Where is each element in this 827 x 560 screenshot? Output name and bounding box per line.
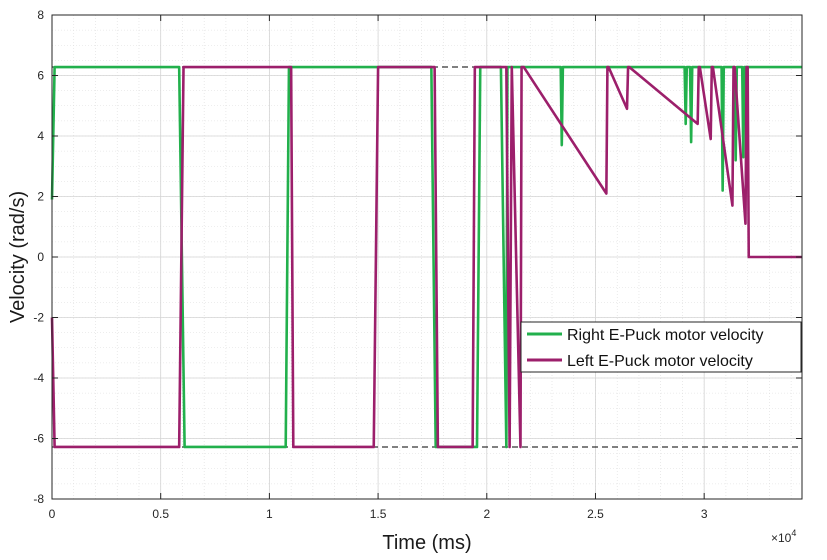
y-tick-label: -2 (33, 311, 44, 325)
y-tick-labels: -8 -6 -4 -2 0 2 4 6 8 (33, 8, 44, 506)
x-tick-label: 0 (49, 507, 56, 521)
y-tick-label: 8 (37, 8, 44, 22)
legend-box (520, 321, 802, 373)
x-tick-label: 1.5 (370, 507, 387, 521)
x-tick-label: 2.5 (587, 507, 604, 521)
legend: Right E-Puck motor velocity Left E-Puck … (520, 321, 802, 373)
series-lines (50, 65, 802, 449)
x-tick-label: 3 (701, 507, 708, 521)
y-tick-label: -4 (33, 371, 44, 385)
y-tick-label: 4 (37, 129, 44, 143)
x-tick-label: 1 (266, 507, 273, 521)
x-exponent-power: 4 (791, 528, 796, 538)
y-tick-label: -8 (33, 492, 44, 506)
y-tick-label: 0 (37, 250, 44, 264)
y-tick-label: 6 (37, 69, 44, 83)
x-tick-labels: 0 0.5 1 1.5 2 2.5 3 (49, 507, 708, 521)
series-line-left-motor (50, 65, 802, 449)
x-tick-label: 0.5 (152, 507, 169, 521)
x-axis-label: Time (ms) (382, 532, 471, 554)
y-tick-label: -6 (33, 432, 44, 446)
y-axis-label: Velocity (rad/s) (7, 191, 29, 323)
series-line-right-motor (50, 65, 802, 449)
tick-marks (51, 14, 802, 500)
legend-entry-left: Left E-Puck motor velocity (567, 353, 753, 370)
y-tick-label: 2 (37, 190, 44, 204)
legend-entry-right: Right E-Puck motor velocity (567, 327, 764, 344)
x-exponent-label: ×104 (771, 528, 796, 545)
x-tick-label: 2 (483, 507, 490, 521)
